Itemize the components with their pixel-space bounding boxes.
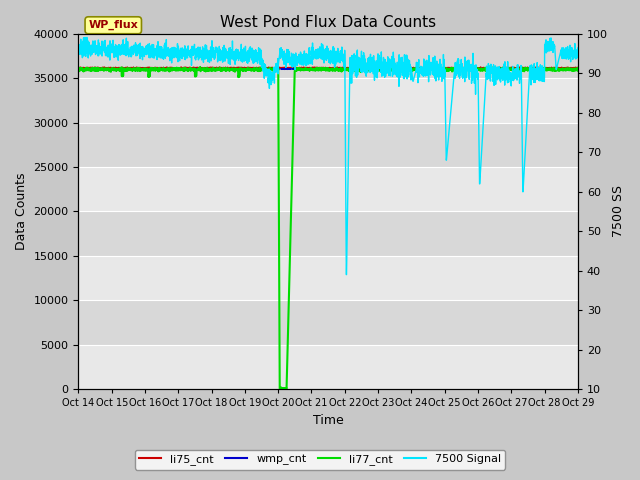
X-axis label: Time: Time bbox=[313, 414, 344, 427]
Y-axis label: Data Counts: Data Counts bbox=[15, 173, 28, 250]
Bar bbox=[79, 212, 578, 256]
Title: West Pond Flux Data Counts: West Pond Flux Data Counts bbox=[220, 15, 436, 30]
Bar bbox=[79, 0, 578, 34]
Bar bbox=[79, 78, 578, 123]
Bar bbox=[79, 34, 578, 78]
Bar bbox=[79, 123, 578, 167]
Legend: li75_cnt, wmp_cnt, li77_cnt, 7500 Signal: li75_cnt, wmp_cnt, li77_cnt, 7500 Signal bbox=[135, 450, 505, 469]
Text: WP_flux: WP_flux bbox=[88, 20, 138, 30]
Y-axis label: 7500 SS: 7500 SS bbox=[612, 185, 625, 238]
Bar bbox=[79, 345, 578, 389]
Bar bbox=[79, 300, 578, 345]
Bar bbox=[79, 256, 578, 300]
Bar bbox=[79, 167, 578, 212]
